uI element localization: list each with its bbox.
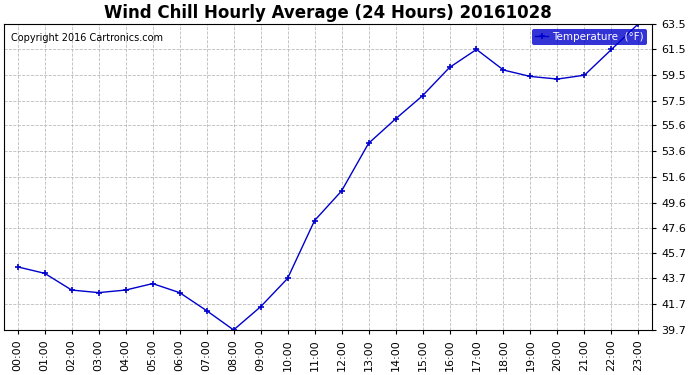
Temperature  (°F) [230, 328, 238, 332]
Temperature  (°F) [202, 308, 210, 313]
Temperature  (°F) [68, 288, 76, 292]
Temperature  (°F) [391, 117, 400, 121]
Temperature  (°F) [257, 304, 265, 309]
Temperature  (°F) [634, 21, 642, 26]
Temperature  (°F) [580, 73, 589, 77]
Temperature  (°F) [284, 276, 292, 281]
Temperature  (°F) [445, 65, 453, 70]
Temperature  (°F) [310, 218, 319, 223]
Temperature  (°F) [148, 281, 157, 286]
Temperature  (°F) [500, 68, 508, 72]
Text: Copyright 2016 Cartronics.com: Copyright 2016 Cartronics.com [10, 33, 163, 43]
Temperature  (°F) [175, 290, 184, 295]
Temperature  (°F) [607, 47, 615, 52]
Temperature  (°F) [337, 189, 346, 193]
Temperature  (°F) [14, 265, 22, 269]
Temperature  (°F) [418, 93, 426, 98]
Temperature  (°F) [553, 77, 562, 81]
Temperature  (°F) [526, 74, 535, 79]
Title: Wind Chill Hourly Average (24 Hours) 20161028: Wind Chill Hourly Average (24 Hours) 201… [104, 4, 552, 22]
Temperature  (°F) [95, 290, 103, 295]
Temperature  (°F) [121, 288, 130, 292]
Temperature  (°F) [41, 271, 49, 276]
Temperature  (°F) [364, 141, 373, 146]
Legend: Temperature  (°F): Temperature (°F) [532, 29, 647, 45]
Temperature  (°F) [473, 47, 481, 52]
Line: Temperature  (°F): Temperature (°F) [14, 20, 642, 333]
